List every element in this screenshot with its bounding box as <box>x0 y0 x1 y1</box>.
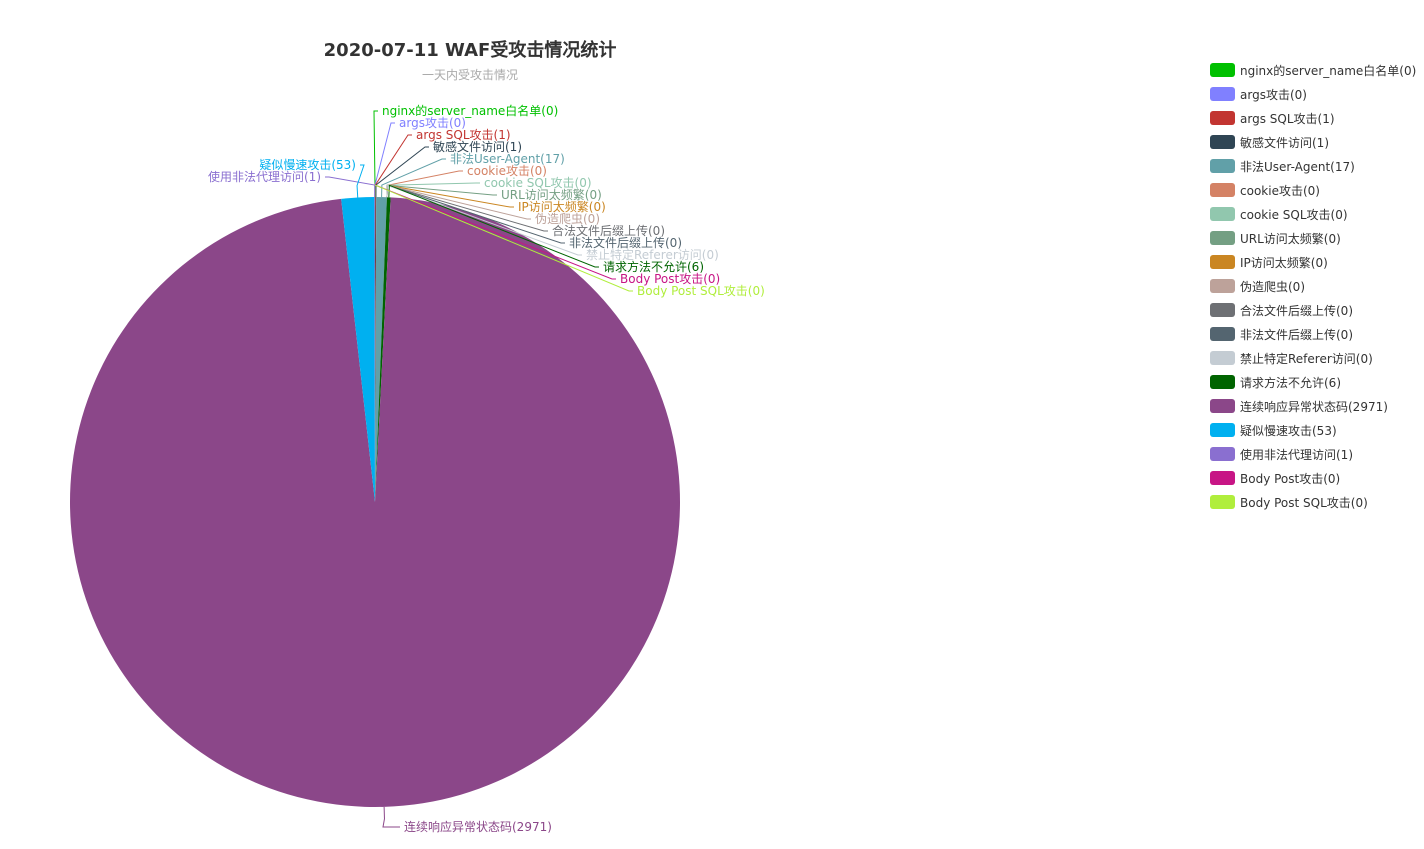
legend-item-18[interactable]: Body Post SQL攻击(0) <box>1210 490 1416 514</box>
legend-label: args攻击(0) <box>1240 87 1307 102</box>
pie-slice-3[interactable] <box>375 197 377 502</box>
legend-swatch <box>1210 399 1235 413</box>
pie-labels: nginx的server_name白名单(0)args攻击(0)args SQL… <box>208 103 765 834</box>
legend-item-11[interactable]: 非法文件后缀上传(0) <box>1210 322 1416 346</box>
legend-item-10[interactable]: 合法文件后缀上传(0) <box>1210 298 1416 322</box>
legend-swatch <box>1210 159 1235 173</box>
chart-title: 2020-07-11 WAF受攻击情况统计 <box>323 40 617 61</box>
legend-label: nginx的server_name白名单(0) <box>1240 63 1417 78</box>
legend-swatch <box>1210 375 1235 389</box>
legend-label: 伪造爬虫(0) <box>1240 279 1305 294</box>
legend-swatch <box>1210 183 1235 197</box>
legend-label: 非法User-Agent(17) <box>1240 159 1355 174</box>
legend-label: 敏感文件访问(1) <box>1240 135 1329 150</box>
slice-label-15: 疑似慢速攻击(53) <box>259 157 356 172</box>
legend-swatch <box>1210 111 1235 125</box>
chart-subtitle: 一天内受攻击情况 <box>421 68 518 82</box>
legend-item-1[interactable]: args攻击(0) <box>1210 82 1416 106</box>
slice-label-16: 使用非法代理访问(1) <box>208 169 321 184</box>
legend-swatch <box>1210 447 1235 461</box>
pie-slice-16[interactable] <box>374 197 375 502</box>
legend-swatch <box>1210 255 1235 269</box>
legend-item-13[interactable]: 请求方法不允许(6) <box>1210 370 1416 394</box>
slice-label-11: 非法文件后缀上传(0) <box>569 235 682 250</box>
label-line-3 <box>375 146 429 198</box>
pie-slice-13[interactable] <box>375 197 391 502</box>
slice-label-18: Body Post SQL攻击(0) <box>637 284 765 298</box>
pie-slices <box>70 197 681 808</box>
legend-label: args SQL攻击(1) <box>1240 111 1335 126</box>
slice-label-7: URL访问太频繁(0) <box>501 187 602 202</box>
legend-label: cookie SQL攻击(0) <box>1240 207 1348 222</box>
legend-item-7[interactable]: URL访问太频繁(0) <box>1210 226 1416 250</box>
legend-label: 连续响应异常状态码(2971) <box>1240 399 1388 414</box>
legend-label: cookie攻击(0) <box>1240 183 1320 198</box>
legend-item-17[interactable]: Body Post攻击(0) <box>1210 466 1416 490</box>
slice-label-12: 禁止特定Referer访问(0) <box>586 247 719 262</box>
legend-item-2[interactable]: args SQL攻击(1) <box>1210 106 1416 130</box>
slice-label-9: 伪造爬虫(0) <box>535 212 600 226</box>
legend: nginx的server_name白名单(0) args攻击(0) args SQL… <box>1210 58 1416 514</box>
pie-slice-15[interactable] <box>341 197 375 502</box>
slice-label-4: 非法User-Agent(17) <box>450 152 565 166</box>
label-line-12 <box>386 184 582 256</box>
slice-label-0: nginx的server_name白名单(0) <box>382 103 558 118</box>
pie-slice-14[interactable] <box>70 197 681 808</box>
legend-item-12[interactable]: 禁止特定Referer访问(0) <box>1210 346 1416 370</box>
legend-label: 非法文件后缀上传(0) <box>1240 327 1353 342</box>
legend-swatch <box>1210 423 1235 437</box>
slice-label-14: 连续响应异常状态码(2971) <box>404 819 552 834</box>
pie-slice-2[interactable] <box>375 197 376 502</box>
legend-swatch <box>1210 231 1235 245</box>
legend-swatch <box>1210 471 1235 485</box>
label-line-15 <box>356 164 365 198</box>
slice-label-17: Body Post攻击(0) <box>620 272 720 286</box>
legend-item-8[interactable]: IP访问太频繁(0) <box>1210 250 1416 274</box>
slice-label-13: 请求方法不允许(6) <box>603 259 704 274</box>
label-line-14 <box>382 806 400 828</box>
legend-swatch <box>1210 63 1235 77</box>
legend-swatch <box>1210 495 1235 509</box>
label-line-16 <box>325 176 376 198</box>
legend-item-3[interactable]: 敏感文件访问(1) <box>1210 130 1416 154</box>
legend-swatch <box>1210 351 1235 365</box>
legend-item-15[interactable]: 疑似慢速攻击(53) <box>1210 418 1416 442</box>
slice-label-3: 敏感文件访问(1) <box>433 139 522 154</box>
legend-swatch <box>1210 327 1235 341</box>
slice-label-2: args SQL攻击(1) <box>416 128 511 142</box>
slice-label-10: 合法文件后缀上传(0) <box>552 223 665 238</box>
legend-swatch <box>1210 87 1235 101</box>
legend-label: IP访问太频繁(0) <box>1240 255 1328 270</box>
legend-label: Body Post攻击(0) <box>1240 471 1341 486</box>
legend-label: 合法文件后缀上传(0) <box>1240 303 1353 318</box>
legend-item-6[interactable]: cookie SQL攻击(0) <box>1210 202 1416 226</box>
slice-label-6: cookie SQL攻击(0) <box>484 176 592 190</box>
legend-item-0[interactable]: nginx的server_name白名单(0) <box>1210 58 1416 82</box>
legend-label: Body Post SQL攻击(0) <box>1240 495 1368 510</box>
legend-label: 疑似慢速攻击(53) <box>1240 423 1337 438</box>
legend-swatch <box>1210 207 1235 221</box>
legend-swatch <box>1210 279 1235 293</box>
legend-item-5[interactable]: cookie攻击(0) <box>1210 178 1416 202</box>
pie-slice-4[interactable] <box>375 197 387 502</box>
legend-item-14[interactable]: 连续响应异常状态码(2971) <box>1210 394 1416 418</box>
legend-swatch <box>1210 303 1235 317</box>
legend-item-4[interactable]: 非法User-Agent(17) <box>1210 154 1416 178</box>
slice-label-5: cookie攻击(0) <box>467 164 547 178</box>
label-line-4 <box>381 158 446 198</box>
slice-label-8: IP访问太频繁(0) <box>518 199 606 214</box>
legend-label: 请求方法不允许(6) <box>1240 375 1341 390</box>
legend-item-9[interactable]: 伪造爬虫(0) <box>1210 274 1416 298</box>
slice-label-1: args攻击(0) <box>399 116 466 130</box>
legend-label: 禁止特定Referer访问(0) <box>1240 351 1373 366</box>
legend-swatch <box>1210 135 1235 149</box>
legend-label: 使用非法代理访问(1) <box>1240 447 1353 462</box>
legend-item-16[interactable]: 使用非法代理访问(1) <box>1210 442 1416 466</box>
legend-label: URL访问太频繁(0) <box>1240 231 1341 246</box>
